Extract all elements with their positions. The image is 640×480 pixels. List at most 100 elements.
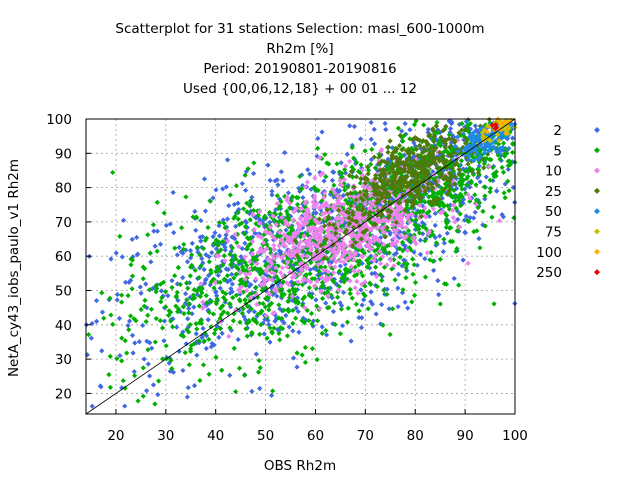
- data-point: [305, 206, 311, 212]
- legend-label: 2: [553, 123, 562, 139]
- data-point: [395, 204, 401, 210]
- data-point: [433, 178, 439, 184]
- data-point: [253, 284, 259, 291]
- title-line-2: Rh2m [%]: [266, 41, 333, 57]
- data-point: [159, 325, 166, 331]
- data-point: [349, 295, 355, 301]
- data-point: [339, 254, 345, 260]
- data-point: [385, 144, 391, 150]
- data-point: [216, 220, 223, 226]
- data-point: [293, 230, 299, 236]
- data-point: [114, 356, 120, 362]
- x-tick-label: 100: [502, 428, 528, 444]
- data-point: [394, 238, 400, 245]
- data-point: [265, 162, 271, 168]
- data-point: [420, 169, 427, 175]
- data-point: [161, 318, 168, 324]
- data-point: [256, 300, 262, 307]
- data-point: [458, 202, 464, 209]
- data-point: [348, 168, 355, 175]
- legend-marker: [594, 167, 600, 174]
- data-point: [301, 320, 308, 326]
- data-point: [343, 224, 350, 231]
- data-point: [260, 285, 266, 291]
- data-point: [251, 160, 257, 166]
- data-point: [318, 253, 324, 260]
- data-point: [380, 322, 386, 328]
- data-point: [489, 122, 495, 128]
- data-point: [308, 310, 315, 317]
- data-point: [494, 131, 501, 138]
- data-point: [323, 332, 330, 338]
- data-point: [366, 241, 372, 247]
- data-point: [360, 197, 366, 203]
- data-point: [149, 345, 155, 351]
- data-point: [290, 328, 296, 334]
- data-point: [447, 161, 453, 167]
- data-point: [285, 256, 291, 262]
- data-point: [308, 260, 314, 266]
- data-point: [152, 339, 158, 345]
- legend-marker: [594, 248, 600, 255]
- data-point: [426, 228, 432, 234]
- data-point: [435, 129, 441, 136]
- data-point: [222, 258, 228, 264]
- data-point: [326, 161, 332, 167]
- data-point: [137, 284, 143, 290]
- data-point: [441, 160, 447, 166]
- data-point: [464, 155, 470, 161]
- data-point: [434, 165, 440, 171]
- data-point: [421, 221, 427, 228]
- data-point: [274, 293, 280, 299]
- data-point: [402, 299, 408, 305]
- data-point: [302, 262, 309, 268]
- data-point: [311, 221, 318, 227]
- data-point: [356, 268, 362, 274]
- x-axis-label: OBS Rh2m: [264, 458, 336, 474]
- data-point: [213, 246, 220, 252]
- data-point: [217, 285, 223, 291]
- data-point: [263, 296, 269, 302]
- data-point: [275, 253, 281, 259]
- data-point: [266, 209, 273, 216]
- data-point: [388, 206, 394, 212]
- data-point: [277, 306, 283, 312]
- data-point: [339, 236, 345, 242]
- data-point: [198, 238, 204, 244]
- data-point: [468, 178, 474, 184]
- data-point: [229, 281, 235, 287]
- data-point: [273, 279, 279, 285]
- data-point: [148, 259, 154, 265]
- data-point: [506, 122, 512, 128]
- data-point: [459, 193, 465, 200]
- data-point: [287, 200, 293, 206]
- data-point: [267, 177, 273, 183]
- data-point: [140, 365, 146, 371]
- data-point: [360, 229, 366, 235]
- data-point: [448, 225, 454, 231]
- data-point: [361, 213, 368, 220]
- data-point: [192, 208, 198, 215]
- data-point: [327, 262, 333, 268]
- data-point: [441, 236, 447, 242]
- data-point: [482, 196, 488, 202]
- data-point: [494, 188, 500, 194]
- data-point: [233, 271, 239, 277]
- y-tick-label: 20: [55, 386, 72, 402]
- data-point: [471, 130, 477, 136]
- data-point: [242, 223, 249, 230]
- data-point: [363, 222, 369, 229]
- data-point: [261, 270, 267, 276]
- data-point: [128, 256, 134, 262]
- data-point: [336, 207, 342, 214]
- data-point: [391, 163, 397, 169]
- data-point: [278, 283, 284, 289]
- data-point: [272, 236, 279, 242]
- data-point: [326, 304, 332, 311]
- data-point: [366, 255, 372, 261]
- data-point: [249, 261, 255, 267]
- data-point: [317, 155, 323, 161]
- data-point: [305, 223, 311, 229]
- data-point: [282, 243, 289, 249]
